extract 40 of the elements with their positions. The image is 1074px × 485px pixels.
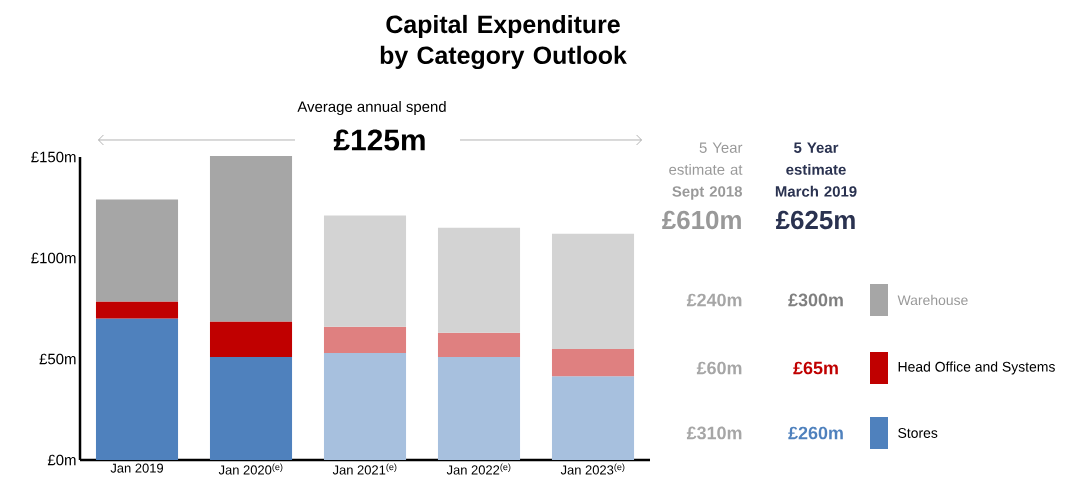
x-tick-label: Jan 2019 [110,463,164,473]
x-tick-label: Jan 2020$^{(e)}$ [218,463,283,475]
y-tick-label: £50m [39,353,76,365]
text: Average annual spend [297,101,446,115]
x-tick-label: Jan 2021$^{(e)}$ [332,463,397,475]
bar [209,321,293,357]
bar [95,301,179,319]
bar [437,227,521,333]
x-tick-label: Jan 2022$^{(e)}$ [446,463,511,475]
text: £125m [333,129,425,151]
text: £260m [788,426,843,440]
bar [323,326,407,353]
x-tick-label: Jan 2023$^{(e)}$ [560,463,625,475]
y-tick-label: £150m [31,151,76,163]
text: £610m [662,210,741,230]
bar [551,348,635,377]
bar [323,215,407,327]
bar [437,356,521,460]
legend-label: Head Office and Systems [898,361,1055,375]
chart-title: Capital Expenditure by Category Outlook [380,14,627,70]
legend-label: Stores [898,428,938,438]
bar [437,332,521,357]
text: £625m [775,210,855,230]
y-tick-label: £100m [31,252,76,264]
text: £310m [686,426,742,440]
text: 5 Year estimate March 2019 [775,142,857,197]
text: £300m [788,293,843,307]
text: £65m [793,361,838,375]
text: £240m [686,293,742,307]
text: 5 Year estimate at Sept 2018 [669,142,743,200]
text: £60m [696,361,742,375]
bar [95,318,179,460]
legend-label: Warehouse [897,294,968,306]
bar [323,352,407,460]
bar [209,356,293,460]
y-tick-label: £0m [47,454,76,466]
bar [551,233,635,349]
bar [209,155,293,322]
bar [95,199,179,302]
bar [551,376,635,460]
